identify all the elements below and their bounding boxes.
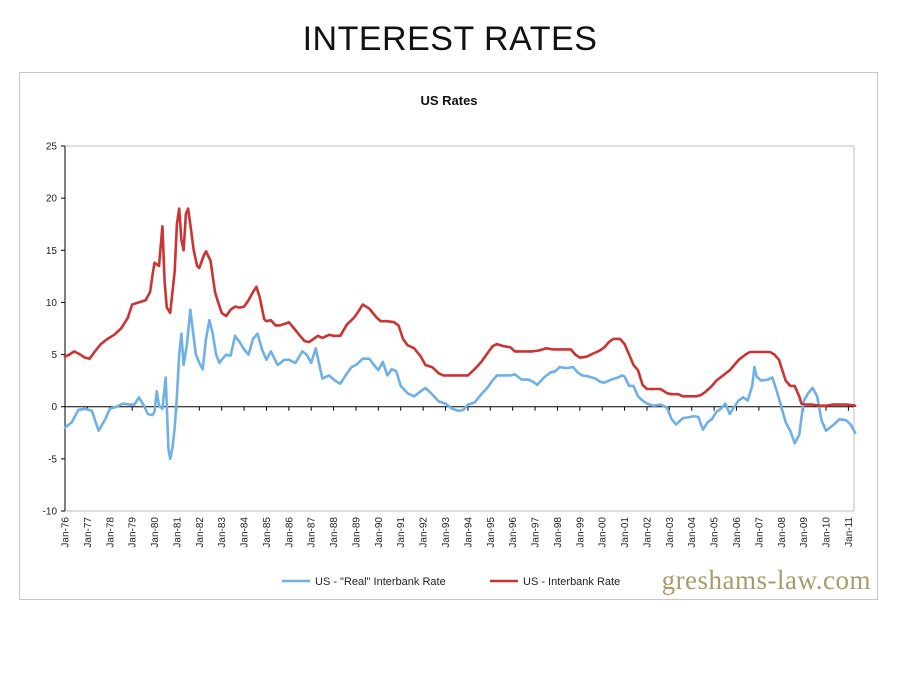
x-tick-label: Jan-07 xyxy=(754,517,765,548)
x-tick-label: Jan-06 xyxy=(732,517,743,548)
x-tick-label: Jan-95 xyxy=(486,517,497,548)
y-tick-label: -5 xyxy=(48,454,57,465)
x-tick-label: Jan-90 xyxy=(374,517,385,548)
x-tick-label: Jan-08 xyxy=(777,517,788,548)
x-tick-label: Jan-00 xyxy=(598,517,609,548)
x-tick-label: Jan-03 xyxy=(665,517,676,548)
line-chart: US Rates -10 -5 0 5 10 15 20 25 Jan-76 Jan-77 Jan-… xyxy=(43,93,871,595)
y-tick-label: 20 xyxy=(46,194,58,205)
x-tick-label: Jan-88 xyxy=(329,517,340,548)
x-tick-label: Jan-85 xyxy=(262,517,273,548)
x-tick-label: Jan-81 xyxy=(172,517,183,548)
x-tick-label: Jan-10 xyxy=(822,517,833,548)
slide-title: INTEREST RATES xyxy=(302,20,598,58)
x-tick-label: Jan-09 xyxy=(799,517,810,548)
y-tick-label: 10 xyxy=(46,298,58,309)
x-tick-label: Jan-89 xyxy=(351,517,362,548)
chart-title: US Rates xyxy=(420,93,477,108)
y-tick-label: -10 xyxy=(43,507,58,518)
x-tick-label: Jan-98 xyxy=(553,517,564,548)
x-tick-label: Jan-99 xyxy=(575,517,586,548)
x-tick-label: Jan-94 xyxy=(463,517,474,548)
x-tick-label: Jan-02 xyxy=(642,517,653,548)
x-tick-label: Jan-05 xyxy=(710,517,721,548)
legend: US - "Real" Interbank Rate US - Interbank… xyxy=(282,576,620,588)
x-tick-label: Jan-84 xyxy=(240,517,251,548)
watermark: greshams-law.com xyxy=(662,565,871,595)
x-tick-label: Jan-92 xyxy=(419,517,430,548)
legend-label-real: US - "Real" Interbank Rate xyxy=(315,576,446,588)
x-tick-label: Jan-80 xyxy=(150,517,161,548)
x-tick-label: Jan-04 xyxy=(687,517,698,548)
real-interbank-rate-line xyxy=(63,308,857,461)
x-tick-label: Jan-78 xyxy=(105,517,116,548)
x-tick-label: Jan-77 xyxy=(83,517,94,548)
x-tick-label: Jan-76 xyxy=(61,517,72,548)
x-tick-label: Jan-91 xyxy=(396,517,407,548)
x-tick-label: Jan-83 xyxy=(217,517,228,548)
y-tick-label: 5 xyxy=(51,350,57,361)
interbank-rate-line xyxy=(63,207,857,407)
axes-group: -10 -5 0 5 10 15 20 25 Jan-76 Jan-77 Jan-78 Jan-79 J… xyxy=(43,142,855,548)
x-tick-label: Jan-82 xyxy=(195,517,206,548)
x-tick-label: Jan-97 xyxy=(531,517,542,548)
x-tick-label: Jan-87 xyxy=(307,517,318,548)
series-lines xyxy=(63,207,857,461)
x-tick-label: Jan-11 xyxy=(844,517,855,547)
x-tick-label: Jan-96 xyxy=(508,517,519,548)
x-tick-label: Jan-79 xyxy=(128,517,139,548)
legend-label-interbank: US - Interbank Rate xyxy=(523,576,620,588)
chart-frame: US Rates -10 -5 0 5 10 15 20 25 Jan-76 Jan-77 Jan-… xyxy=(19,72,878,600)
y-tick-label: 0 xyxy=(51,402,57,413)
y-tick-label: 15 xyxy=(46,246,58,257)
x-tick-label: Jan-93 xyxy=(441,517,452,548)
x-tick-label: Jan-01 xyxy=(620,517,631,548)
x-tick-label: Jan-86 xyxy=(284,517,295,548)
y-tick-label: 25 xyxy=(46,142,58,153)
